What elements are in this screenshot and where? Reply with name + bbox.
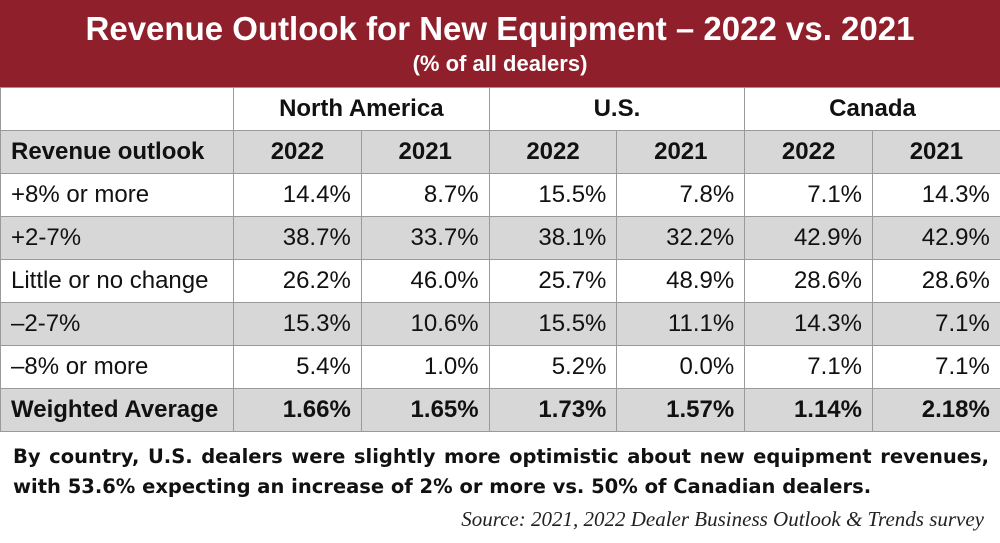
table-cell: 33.7%: [360, 216, 490, 260]
weighted-average-row: Weighted Average 1.66% 1.65% 1.73% 1.57%…: [0, 388, 1000, 432]
table-cell: 42.9%: [872, 216, 1000, 260]
table-cell: 25.7%: [488, 259, 618, 303]
year-header: 2021: [616, 130, 746, 174]
table-cell: 7.1%: [744, 345, 873, 389]
table-cell: 5.2%: [488, 345, 618, 389]
table-cell: 42.9%: [744, 216, 873, 260]
region-header-north-america: North America: [233, 87, 490, 131]
table-cell: 10.6%: [360, 302, 490, 346]
row-label: –2-7%: [0, 302, 234, 346]
table-cell: 1.73%: [488, 388, 618, 432]
table-row: +8% or more 14.4% 8.7% 15.5% 7.8% 7.1% 1…: [0, 173, 1000, 217]
table-cell: 32.2%: [616, 216, 746, 260]
row-label-header: Revenue outlook: [0, 130, 234, 174]
table-cell: 7.8%: [616, 173, 746, 217]
table-cell: 15.3%: [233, 302, 362, 346]
table-cell: 1.57%: [616, 388, 746, 432]
table-cell: 8.7%: [360, 173, 490, 217]
table-cell: 15.5%: [488, 302, 618, 346]
table-cell: 46.0%: [360, 259, 490, 303]
table-cell: 14.4%: [233, 173, 362, 217]
year-header: 2021: [872, 130, 1000, 174]
table-cell: 38.7%: [233, 216, 362, 260]
table-cell: 7.1%: [872, 302, 1000, 346]
row-label: +8% or more: [0, 173, 234, 217]
table-cell: 48.9%: [616, 259, 746, 303]
year-header: 2022: [744, 130, 873, 174]
region-header-row: North America U.S. Canada: [0, 87, 1000, 131]
year-header: 2022: [233, 130, 362, 174]
region-header-us: U.S.: [488, 87, 746, 131]
empty-corner-cell: [0, 87, 234, 131]
table-cell: 1.66%: [233, 388, 362, 432]
table-cell: 15.5%: [488, 173, 618, 217]
source-note: Source: 2021, 2022 Dealer Business Outlo…: [461, 507, 984, 531]
year-header: 2022: [488, 130, 618, 174]
table-cell: 14.3%: [744, 302, 873, 346]
table-cell: 7.1%: [872, 345, 1000, 389]
title-band: Revenue Outlook for New Equipment – 2022…: [0, 0, 1000, 87]
table-cell: 28.6%: [872, 259, 1000, 303]
table-cell: 38.1%: [488, 216, 618, 260]
revenue-outlook-table: North America U.S. Canada Revenue outloo…: [0, 87, 1000, 432]
caption-text: By country, U.S. dealers were slightly m…: [13, 445, 989, 498]
table-cell: 1.14%: [744, 388, 873, 432]
row-label: Weighted Average: [0, 388, 234, 432]
table-cell: 2.18%: [872, 388, 1000, 432]
table-cell: 14.3%: [872, 173, 1000, 217]
page-title: Revenue Outlook for New Equipment – 2022…: [85, 10, 915, 47]
table-row: Little or no change 26.2% 46.0% 25.7% 48…: [0, 259, 1000, 303]
table-row: –2-7% 15.3% 10.6% 15.5% 11.1% 14.3% 7.1%: [0, 302, 1000, 346]
year-header-row: Revenue outlook 2022 2021 2022 2021 2022…: [0, 130, 1000, 174]
region-header-canada: Canada: [744, 87, 1000, 131]
table-cell: 11.1%: [616, 302, 746, 346]
row-label: +2-7%: [0, 216, 234, 260]
table-cell: 28.6%: [744, 259, 873, 303]
page-subtitle: (% of all dealers): [412, 51, 588, 76]
table-row: +2-7% 38.7% 33.7% 38.1% 32.2% 42.9% 42.9…: [0, 216, 1000, 260]
table-cell: 1.0%: [360, 345, 490, 389]
year-header: 2021: [360, 130, 490, 174]
table-cell: 0.0%: [616, 345, 746, 389]
table-cell: 7.1%: [744, 173, 873, 217]
table-cell: 26.2%: [233, 259, 362, 303]
table-row: –8% or more 5.4% 1.0% 5.2% 0.0% 7.1% 7.1…: [0, 345, 1000, 389]
row-label: Little or no change: [0, 259, 234, 303]
table-cell: 5.4%: [233, 345, 362, 389]
row-label: –8% or more: [0, 345, 234, 389]
table-cell: 1.65%: [360, 388, 490, 432]
